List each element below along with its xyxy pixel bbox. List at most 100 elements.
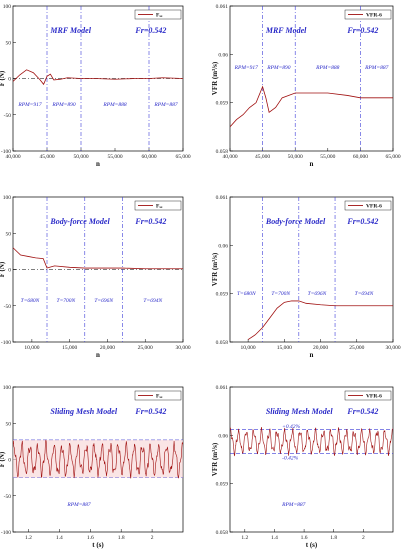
series-line — [13, 439, 183, 479]
segment-label: RPM=917 — [234, 65, 259, 71]
y-tick-label: 0.06 — [218, 52, 228, 58]
segment-label: RPM=887 — [153, 102, 178, 108]
series-line — [13, 69, 183, 86]
segment-label: T=700N — [57, 298, 76, 304]
x-tick-label: 30,000 — [385, 345, 400, 351]
x-tick-label: 2 — [151, 535, 154, 541]
x-tick-label: 55,000 — [320, 154, 335, 160]
y-tick-label: -50 — [4, 494, 12, 500]
legend-box — [344, 390, 392, 401]
chart-title: Sliding Mesh Model — [50, 407, 117, 416]
series-line — [247, 300, 393, 340]
y-axis-label: VFR (m³/s) — [211, 442, 219, 476]
segment-label: T=680N — [237, 291, 256, 297]
x-tick-label: 2 — [362, 535, 365, 541]
y-tick-label: 0 — [8, 458, 11, 464]
fluctuation-band — [13, 439, 183, 478]
chart-panel-6: 0.061 0.06 0.059 0.058 1.2 1.4 1.6 1.8 2 t (s) VFR… — [211, 385, 394, 549]
legend-label: Fₓₓ — [156, 13, 163, 19]
y-tick-label: -100 — [1, 530, 11, 536]
x-axis-label: n — [310, 160, 314, 168]
legend-box — [134, 9, 182, 20]
legend-box — [134, 200, 182, 211]
y-tick-label: 0.06 — [218, 243, 228, 249]
x-tick-label: 10,000 — [241, 345, 256, 351]
segment-label: T=696N — [308, 291, 327, 297]
x-axis-label: n — [96, 160, 100, 168]
plot-frame — [229, 196, 394, 343]
y-tick-label: 100 — [3, 385, 12, 391]
segment-label: T=700N — [271, 291, 290, 297]
segment-label: RPM=890 — [266, 65, 291, 71]
froude-label: Fr=0.542 — [346, 26, 378, 35]
x-tick-label: 20,000 — [313, 345, 328, 351]
y-tick-label: 0.061 — [216, 4, 229, 10]
y-axis-label: VFR (m³/s) — [211, 61, 219, 95]
x-tick-label: 60,000 — [141, 154, 156, 160]
x-tick-label: 15,000 — [62, 345, 77, 351]
series-line — [13, 247, 183, 270]
x-tick-label: 25,000 — [138, 345, 153, 351]
x-tick-label: 1.8 — [118, 535, 125, 541]
x-tick-label: 60,000 — [353, 154, 368, 160]
y-axis-label: F (N) — [0, 451, 6, 467]
x-tick-label: 50,000 — [288, 154, 303, 160]
y-tick-label: 50 — [6, 421, 12, 427]
y-tick-label: 50 — [6, 231, 12, 237]
legend-label: VFR-6 — [366, 394, 382, 400]
y-tick-label: -100 — [1, 149, 11, 155]
x-tick-label: 50,000 — [73, 154, 88, 160]
x-tick-label: 45,000 — [255, 154, 270, 160]
y-tick-label: 0 — [8, 77, 11, 83]
legend-label: Fₓₓ — [156, 394, 163, 400]
chart-panel-5: 100 50 0 -50 -100 1.2 1.4 1.6 1.8 2 t (s) F (N) Slid… — [0, 385, 184, 549]
segment-label: RPM=888 — [315, 65, 340, 71]
y-tick-label: -50 — [4, 113, 12, 119]
x-tick-label: 65,000 — [175, 154, 190, 160]
y-tick-label: 0.061 — [216, 195, 229, 201]
segment-label: T=696N — [94, 298, 113, 304]
legend-box — [344, 9, 392, 20]
segment-label: T=694N — [143, 297, 162, 304]
chart-title: Body-force Model — [265, 217, 326, 226]
x-tick-label: 1.2 — [25, 535, 32, 541]
chart-title: MRF Model — [265, 26, 307, 35]
legend-box — [134, 390, 182, 401]
y-tick-label: -100 — [1, 340, 11, 346]
x-axis-label: n — [96, 351, 100, 359]
band-label-lower: -0.42% — [282, 455, 298, 462]
y-tick-label: 0.059 — [216, 101, 229, 107]
x-tick-label: 30,000 — [175, 345, 190, 351]
y-tick-label: 0.06 — [218, 433, 228, 439]
x-axis-label: t (s) — [92, 541, 104, 549]
chart-panel-4: 0.061 0.06 0.059 0.058 10,000 15,000 20,000 25,… — [211, 195, 401, 359]
y-tick-label: 0.058 — [216, 149, 229, 155]
x-tick-label: 45,000 — [39, 154, 54, 160]
y-tick-label: -50 — [4, 304, 12, 310]
x-tick-label: 25,000 — [349, 345, 364, 351]
x-tick-label: 55,000 — [107, 154, 122, 160]
x-tick-label: 1.4 — [56, 535, 63, 541]
series-line — [230, 426, 393, 457]
x-axis-label: t (s) — [306, 541, 318, 549]
y-axis-label: F (N) — [0, 70, 6, 86]
segment-label: RPM=887 — [364, 65, 389, 71]
segment-label: RPM=887 — [66, 502, 91, 508]
y-tick-label: 0.058 — [216, 340, 229, 346]
froude-label: Fr=0.542 — [346, 407, 378, 416]
plot-frame — [229, 5, 394, 152]
legend-label: VFR-6 — [366, 204, 382, 210]
x-tick-label: 15,000 — [277, 345, 292, 351]
legend-box — [344, 200, 392, 211]
froude-label: Fr=0.542 — [134, 217, 166, 226]
y-tick-label: 100 — [3, 4, 12, 10]
x-tick-label: 1.8 — [330, 535, 337, 541]
series-line — [230, 85, 393, 128]
x-tick-label: 10,000 — [24, 345, 39, 351]
x-tick-label: 40,000 — [222, 154, 237, 160]
x-tick-label: 1.6 — [87, 535, 94, 541]
plot-frame — [229, 386, 394, 533]
y-tick-label: 0.061 — [216, 385, 229, 391]
